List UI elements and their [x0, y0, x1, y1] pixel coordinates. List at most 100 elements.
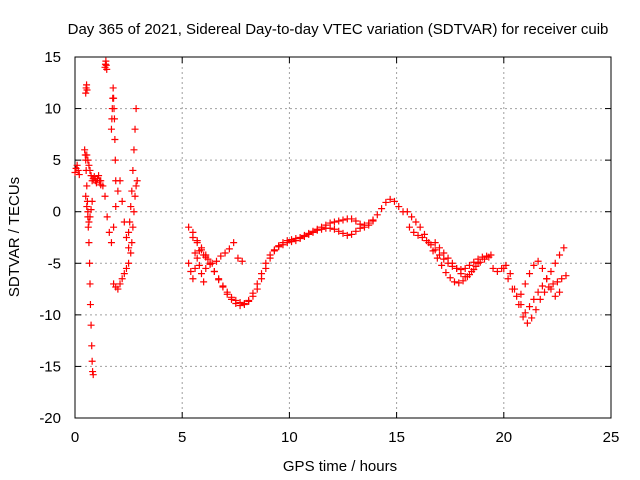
- data-point: [112, 177, 120, 185]
- data-point: [538, 282, 546, 290]
- data-point: [330, 225, 338, 233]
- data-point: [262, 259, 270, 267]
- data-point: [200, 278, 208, 286]
- data-point: [558, 275, 566, 283]
- data-point: [504, 275, 512, 283]
- data-point: [230, 239, 238, 247]
- data-point: [431, 246, 439, 254]
- data-point: [474, 259, 482, 267]
- series-tail-3: [517, 257, 564, 300]
- data-point: [313, 226, 321, 234]
- data-point: [215, 276, 223, 284]
- data-point: [418, 234, 426, 241]
- data-point: [131, 125, 139, 133]
- data-point: [75, 171, 83, 179]
- data-point: [513, 292, 521, 300]
- series-mid-block-e: [127, 177, 141, 257]
- data-point: [238, 257, 246, 265]
- data-point: [530, 295, 538, 303]
- data-point: [378, 205, 386, 213]
- data-point: [83, 86, 91, 94]
- data-point: [528, 314, 536, 322]
- data-point: [195, 261, 203, 269]
- axis-ticks: [74, 56, 612, 419]
- data-point: [125, 228, 133, 236]
- x-tick-label: 25: [603, 429, 620, 446]
- data-point: [551, 259, 559, 267]
- data-point: [279, 241, 287, 249]
- data-point: [116, 280, 124, 288]
- data-point: [89, 368, 97, 376]
- x-tick-label: 15: [388, 429, 405, 446]
- data-point: [107, 125, 115, 133]
- data-point: [309, 228, 317, 236]
- data-point: [245, 296, 253, 304]
- x-tick-label: 20: [495, 429, 512, 446]
- data-point: [382, 198, 390, 206]
- data-point: [189, 275, 197, 283]
- series-early-scatter-1: [71, 161, 83, 179]
- data-point: [86, 301, 94, 309]
- data-point: [543, 275, 551, 283]
- data-point: [521, 309, 529, 317]
- y-tick-label: -5: [48, 255, 61, 272]
- data-point: [97, 177, 105, 185]
- data-point: [88, 197, 96, 205]
- data-point: [191, 264, 199, 272]
- data-point: [101, 192, 109, 200]
- data-point: [132, 182, 140, 190]
- data-point: [193, 254, 201, 262]
- data-point: [339, 229, 347, 237]
- data-point: [126, 218, 134, 226]
- data-point: [197, 270, 205, 278]
- data-point: [223, 290, 231, 298]
- data-point: [86, 259, 94, 267]
- data-point: [288, 238, 296, 246]
- series-low-band-early: [191, 239, 246, 267]
- data-point: [470, 265, 478, 273]
- data-point: [128, 187, 136, 195]
- data-point: [103, 213, 111, 221]
- y-tick-label: -20: [39, 410, 61, 427]
- y-axis-label: SDTVAR / TECUs: [6, 177, 23, 297]
- data-point: [111, 156, 119, 164]
- data-point: [73, 161, 81, 169]
- data-points: [71, 57, 570, 379]
- data-point: [86, 213, 94, 221]
- data-point: [189, 234, 197, 241]
- data-point: [318, 225, 326, 233]
- data-point: [103, 65, 111, 73]
- data-point: [109, 84, 117, 92]
- data-point: [110, 94, 118, 102]
- data-point: [213, 257, 221, 265]
- data-point: [130, 146, 138, 154]
- data-point: [348, 230, 356, 238]
- data-point: [534, 257, 542, 265]
- data-point: [133, 177, 141, 185]
- data-point: [416, 223, 424, 231]
- data-point: [390, 197, 398, 205]
- data-point: [343, 231, 351, 239]
- data-point: [112, 203, 120, 211]
- data-point: [82, 192, 90, 200]
- series-upper-spike-1: [101, 57, 111, 73]
- series-descent-3: [431, 239, 482, 281]
- data-point: [131, 192, 139, 200]
- data-point: [453, 264, 461, 272]
- x-axis-label: GPS time / hours: [283, 458, 397, 475]
- data-point: [440, 249, 448, 257]
- data-point: [435, 244, 443, 252]
- data-point: [114, 285, 122, 293]
- data-point: [234, 254, 242, 262]
- data-point: [107, 239, 115, 247]
- data-point: [296, 235, 304, 243]
- data-point: [457, 270, 465, 278]
- data-point: [405, 223, 413, 231]
- data-point: [225, 245, 233, 253]
- data-point: [110, 115, 118, 123]
- series-low-band-early-2: [185, 254, 210, 286]
- data-point: [435, 251, 443, 259]
- data-point: [118, 197, 126, 205]
